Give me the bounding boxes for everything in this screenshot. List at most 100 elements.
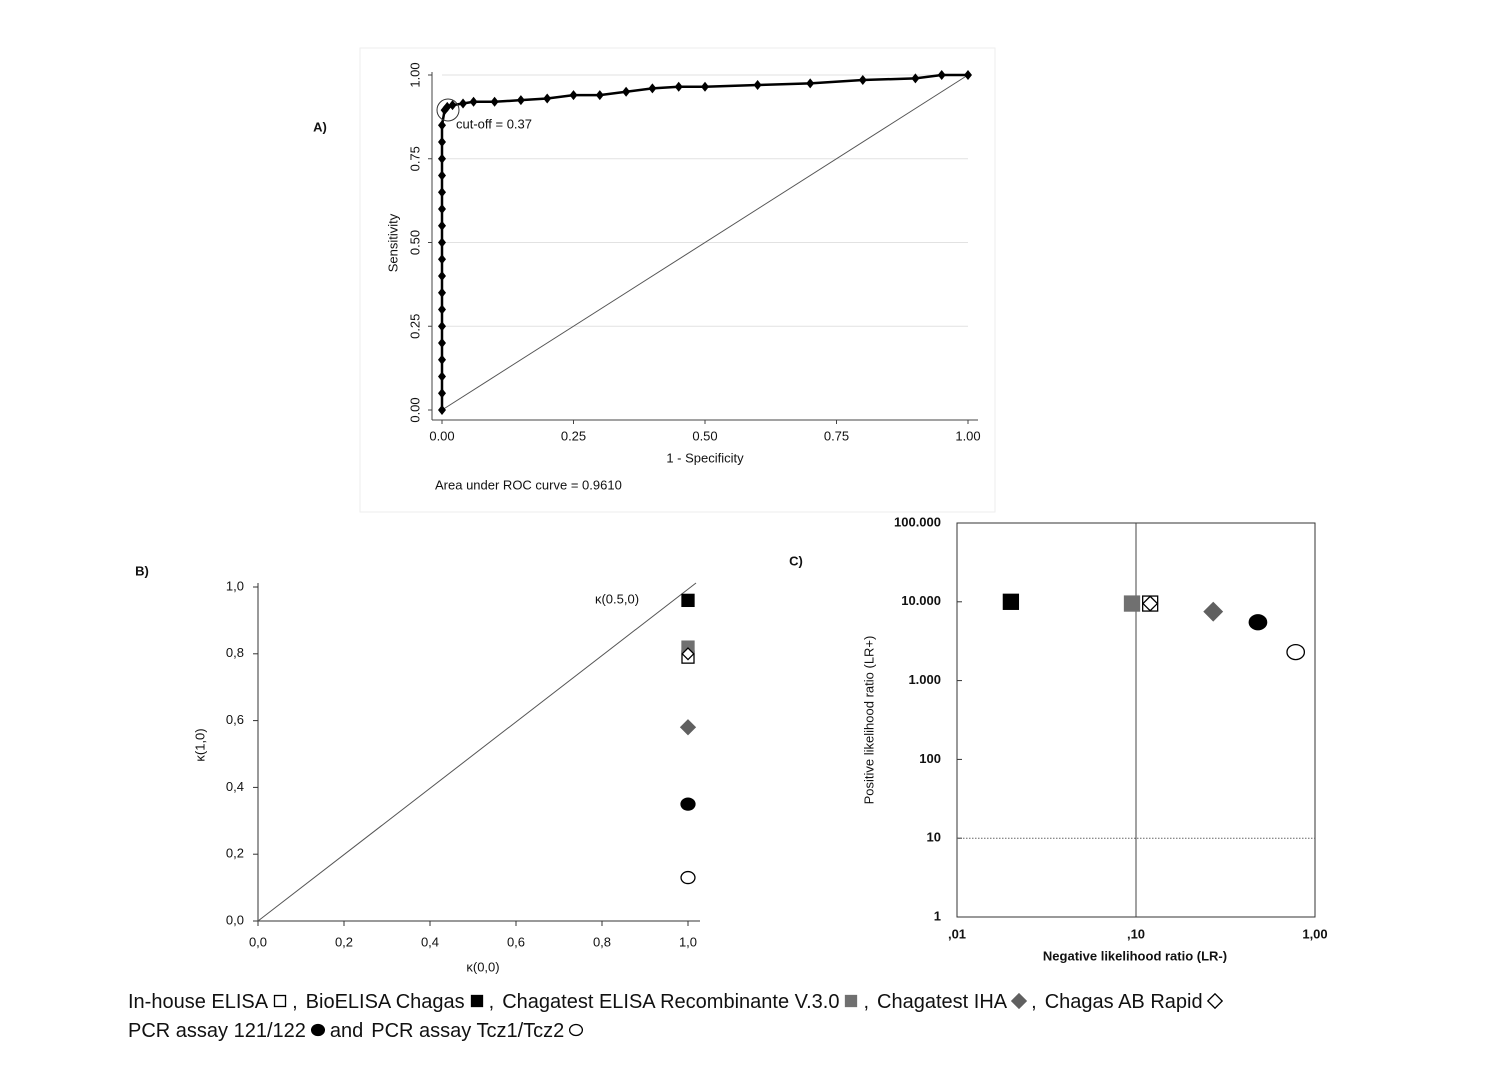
roc-point bbox=[438, 170, 446, 181]
caption-item: Chagatest IHA bbox=[877, 991, 1008, 1013]
caption-separator: , bbox=[292, 991, 298, 1013]
panel-label: A) bbox=[313, 119, 327, 134]
marker bbox=[681, 593, 695, 608]
y-tick-label: 100 bbox=[919, 751, 941, 766]
roc-point bbox=[438, 388, 446, 399]
x-tick-label: ,01 bbox=[948, 926, 966, 941]
x-tick-label: 0,6 bbox=[507, 934, 525, 949]
cutoff-ring bbox=[436, 98, 460, 122]
marker bbox=[1123, 595, 1141, 612]
x-tick-label: 1,00 bbox=[1302, 926, 1327, 941]
x-tick-label: 0.75 bbox=[824, 428, 849, 443]
roc-point bbox=[438, 321, 446, 332]
roc-point bbox=[448, 100, 457, 111]
marker bbox=[310, 1023, 325, 1037]
y-tick-label: 10 bbox=[927, 830, 941, 845]
annotation: κ(0.5,0) bbox=[595, 591, 639, 606]
caption-item: PCR assay 121/122 bbox=[128, 1020, 306, 1042]
panel-label: C) bbox=[789, 553, 803, 568]
caption-symbol bbox=[273, 994, 287, 1008]
roc-point bbox=[438, 354, 446, 365]
marker bbox=[680, 870, 696, 885]
y-tick-label: 100.000 bbox=[894, 514, 941, 529]
x-tick-label: 0,2 bbox=[335, 934, 353, 949]
marker bbox=[845, 994, 858, 1008]
caption-symbol bbox=[845, 994, 858, 1008]
panel-label: B) bbox=[135, 563, 149, 578]
y-tick-label: 0.50 bbox=[407, 230, 422, 255]
x-tick-label: 0.50 bbox=[692, 428, 717, 443]
caption-separator: , bbox=[1031, 991, 1037, 1013]
roc-point bbox=[438, 187, 446, 198]
caption-item: Chagas AB Rapid bbox=[1044, 991, 1203, 1013]
roc-point bbox=[622, 86, 631, 97]
marker bbox=[1248, 614, 1268, 631]
y-axis-label: Positive likelihood ratio (LR+) bbox=[861, 636, 876, 805]
x-tick-label: ,10 bbox=[1127, 926, 1145, 941]
y-tick-label: 0,6 bbox=[226, 712, 244, 727]
roc-point bbox=[438, 237, 446, 248]
caption-item: In-house ELISA bbox=[128, 991, 269, 1013]
roc-point bbox=[438, 254, 446, 265]
reference-diagonal bbox=[257, 582, 697, 922]
y-tick-label: 0,0 bbox=[226, 912, 244, 927]
roc-point bbox=[438, 338, 446, 348]
roc-point bbox=[648, 83, 657, 94]
y-axis-label: Sensitivity bbox=[385, 213, 400, 272]
roc-point bbox=[806, 78, 815, 89]
roc-point bbox=[595, 90, 604, 101]
marker bbox=[1286, 643, 1306, 661]
roc-point bbox=[438, 287, 446, 298]
reference-diagonal bbox=[441, 74, 969, 411]
caption-symbol bbox=[310, 1023, 325, 1037]
caption-item: Chagatest ELISA Recombinante V.3.0 bbox=[502, 991, 840, 1013]
x-tick-label: 0,8 bbox=[593, 934, 611, 949]
y-axis-label: κ(1,0) bbox=[192, 728, 207, 761]
marker bbox=[1203, 601, 1224, 622]
x-axis-label: 1 - Specificity bbox=[666, 450, 744, 465]
roc-point bbox=[858, 75, 867, 86]
annotation: Area under ROC curve = 0.9610 bbox=[435, 477, 622, 492]
roc-point bbox=[438, 137, 446, 147]
y-tick-label: 10.000 bbox=[901, 593, 941, 608]
y-tick-label: 0,8 bbox=[226, 645, 244, 660]
roc-point bbox=[438, 204, 446, 214]
marker bbox=[1206, 992, 1223, 1010]
caption: In-house ELISA, BioELISA Chagas, Chagatest… bbox=[128, 988, 1227, 1046]
roc-point bbox=[438, 120, 446, 131]
roc-point bbox=[753, 80, 762, 91]
caption-separator: , bbox=[488, 991, 495, 1013]
roc-point bbox=[438, 271, 446, 281]
marker bbox=[569, 1023, 584, 1037]
x-tick-label: 0.00 bbox=[429, 428, 454, 443]
caption-symbol bbox=[1011, 992, 1028, 1010]
caption-separator: , bbox=[863, 991, 870, 1013]
x-tick-label: 0.25 bbox=[561, 428, 586, 443]
roc-point bbox=[490, 96, 499, 107]
marker bbox=[681, 647, 695, 661]
y-tick-label: 0.75 bbox=[407, 146, 422, 171]
marker bbox=[273, 994, 287, 1008]
y-tick-label: 1 bbox=[934, 908, 941, 923]
roc-point bbox=[964, 70, 972, 80]
y-tick-label: 0.00 bbox=[407, 397, 422, 422]
caption-symbol bbox=[1206, 992, 1223, 1010]
y-tick-label: 1,0 bbox=[226, 578, 244, 593]
marker bbox=[1002, 593, 1020, 610]
roc-point bbox=[438, 153, 446, 164]
caption-separator: and bbox=[329, 1020, 364, 1042]
x-tick-label: 1.00 bbox=[955, 428, 980, 443]
roc-point bbox=[543, 93, 552, 104]
roc-point bbox=[438, 405, 446, 415]
caption-item: BioELISA Chagas bbox=[305, 991, 465, 1013]
marker bbox=[679, 719, 697, 736]
x-tick-label: 1,0 bbox=[679, 934, 697, 949]
x-tick-label: 0,0 bbox=[249, 934, 267, 949]
roc-point bbox=[438, 304, 446, 315]
marker bbox=[470, 994, 483, 1008]
roc-point bbox=[459, 98, 468, 109]
roc-point bbox=[674, 81, 683, 92]
marker bbox=[1142, 595, 1159, 612]
roc-point bbox=[701, 81, 709, 92]
